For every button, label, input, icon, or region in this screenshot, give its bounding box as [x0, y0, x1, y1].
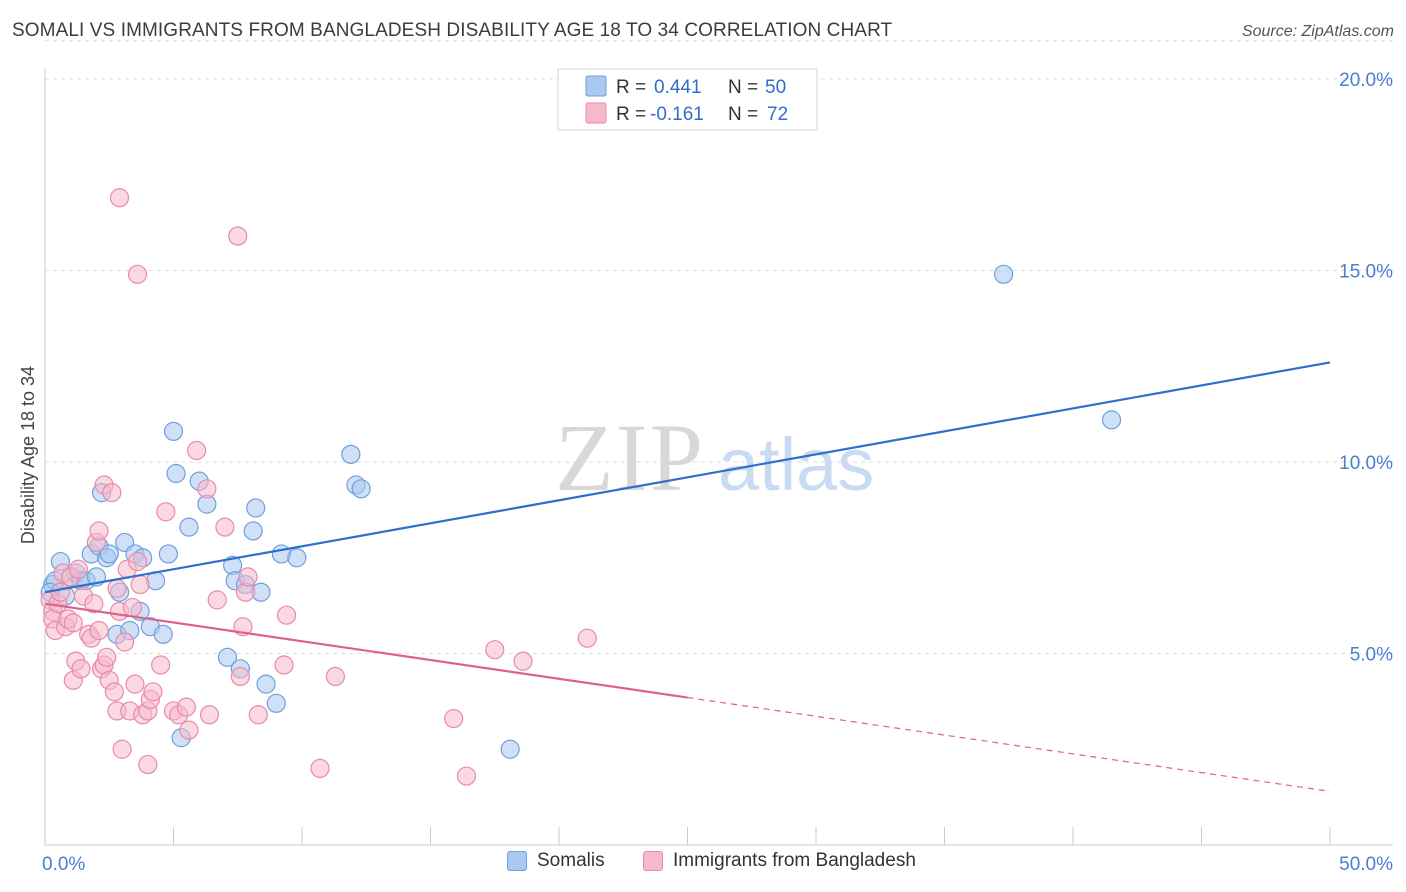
data-point-bangladesh-64 [456, 766, 477, 786]
data-point-somalis-27 [179, 517, 199, 537]
data-point-bangladesh-5 [50, 582, 71, 602]
data-point-bangladesh-65 [485, 640, 505, 660]
watermark-zip: ZIP [555, 404, 705, 511]
data-point-bangladesh-58 [248, 705, 268, 725]
data-point-somalis-35 [243, 521, 263, 541]
x-tick-label-min: 0.0% [42, 854, 85, 875]
source-label: Source: ZipAtlas.com [1241, 23, 1394, 40]
data-point-somalis-25 [163, 421, 184, 441]
data-point-bangladesh-69 [138, 754, 158, 775]
data-point-somalis-23 [153, 624, 173, 644]
data-point-bangladesh-25 [97, 647, 117, 667]
trend-line-bangladesh [44, 602, 688, 699]
data-point-somalis-45 [500, 739, 520, 759]
legend-item-somalis: Somalis [507, 850, 605, 872]
data-point-bangladesh-54 [230, 666, 250, 687]
data-point-somalis-36 [246, 498, 266, 518]
legend-swatch-somalis-bottom [507, 851, 527, 871]
data-point-bangladesh-71 [228, 226, 248, 246]
data-point-bangladesh-70 [109, 188, 130, 208]
data-point-bangladesh-28 [104, 682, 124, 702]
data-point-somalis-38 [256, 674, 276, 694]
data-point-somalis-44 [351, 479, 371, 499]
data-point-bangladesh-63 [444, 709, 464, 729]
data-point-bangladesh-29 [107, 578, 127, 598]
axes [44, 68, 1393, 846]
data-point-bangladesh-47 [176, 697, 196, 717]
data-point-bangladesh-68 [112, 739, 132, 759]
data-point-somalis-39 [266, 693, 286, 713]
data-point-somalis-26 [166, 463, 186, 484]
y-tick-label-2: 15.0% [1339, 262, 1393, 283]
data-point-bangladesh-61 [310, 758, 330, 779]
data-point-bangladesh-52 [207, 590, 227, 610]
data-point-somalis-30 [217, 647, 238, 667]
data-point-bangladesh-21 [89, 521, 109, 541]
watermark: ZIP atlas [555, 404, 874, 511]
legend-r-value-2: -0.161 [650, 104, 704, 125]
data-point-bangladesh-49 [187, 440, 207, 461]
y-tick-label-3: 20.0% [1339, 70, 1393, 91]
data-point-bangladesh-48 [179, 720, 199, 740]
data-point-bangladesh-14 [71, 659, 91, 679]
data-point-bangladesh-43 [151, 655, 171, 675]
legend-r-label-1: R = [616, 77, 646, 98]
legend-bottom: Somalis Immigrants from Bangladesh [0, 850, 1406, 880]
data-point-bangladesh-67 [577, 628, 597, 648]
trend-line-bangladesh-extrapolated [687, 696, 1331, 792]
data-point-bangladesh-53 [215, 517, 235, 537]
trend-line-somalis [44, 361, 1331, 594]
data-point-bangladesh-50 [197, 479, 217, 499]
data-point-bangladesh-35 [122, 597, 142, 618]
y-tick-label-0: 5.0% [1350, 645, 1393, 666]
legend-swatch-bangladesh-bottom [643, 851, 663, 871]
y-tick-label-1: 10.0% [1339, 453, 1393, 474]
legend-n-label-1: N = [728, 77, 758, 98]
legend-n-label-2: N = [728, 104, 758, 125]
data-point-bangladesh-38 [130, 574, 150, 595]
y-tick-labels: 5.0% 10.0% 15.0% 20.0% [1339, 70, 1393, 666]
grid-lines [45, 40, 1393, 654]
data-point-bangladesh-32 [115, 632, 135, 652]
legend-swatch-somalis [585, 75, 607, 97]
data-point-bangladesh-37 [127, 551, 148, 572]
data-point-bangladesh-36 [125, 674, 145, 694]
data-point-somalis-42 [341, 444, 361, 464]
legend-label-somalis: Somalis [537, 850, 605, 871]
data-point-bangladesh-13 [68, 559, 89, 579]
data-point-bangladesh-59 [274, 655, 294, 675]
chart-title: SOMALI VS IMMIGRANTS FROM BANGLADESH DIS… [12, 20, 893, 41]
legend-top: R = 0.441 N = 50 R = -0.161 N = 72 [557, 68, 818, 131]
data-point-bangladesh-66 [513, 651, 533, 671]
data-point-bangladesh-10 [63, 613, 83, 633]
data-point-bangladesh-57 [238, 567, 258, 587]
legend-r-label-2: R = [616, 104, 646, 125]
data-point-somalis-24 [158, 544, 178, 564]
trend-lines [44, 361, 1331, 792]
data-point-bangladesh-27 [102, 483, 122, 503]
legend-n-value-1: 50 [765, 77, 786, 98]
data-point-somalis-47 [1101, 410, 1122, 430]
data-point-somalis-41 [287, 548, 307, 568]
legend-swatch-bangladesh [585, 102, 607, 124]
data-point-bangladesh-62 [325, 666, 346, 687]
x-tick-label-max: 50.0% [1339, 854, 1393, 875]
legend-r-value-1: 0.441 [654, 77, 702, 98]
legend-item-bangladesh: Immigrants from Bangladesh [643, 850, 916, 872]
data-point-somalis-46 [994, 264, 1014, 284]
legend-n-value-2: 72 [767, 104, 788, 125]
data-point-bangladesh-18 [84, 594, 104, 614]
data-point-bangladesh-20 [89, 620, 109, 641]
legend-label-bangladesh: Immigrants from Bangladesh [673, 850, 916, 871]
y-axis-label: Disability Age 18 to 34 [18, 366, 38, 544]
data-point-bangladesh-72 [127, 264, 148, 284]
data-point-bangladesh-44 [156, 502, 176, 522]
data-point-bangladesh-42 [143, 682, 163, 702]
data-point-bangladesh-51 [199, 705, 220, 725]
watermark-atlas: atlas [718, 423, 874, 506]
data-point-somalis-13 [99, 544, 119, 564]
data-point-bangladesh-60 [276, 605, 297, 625]
